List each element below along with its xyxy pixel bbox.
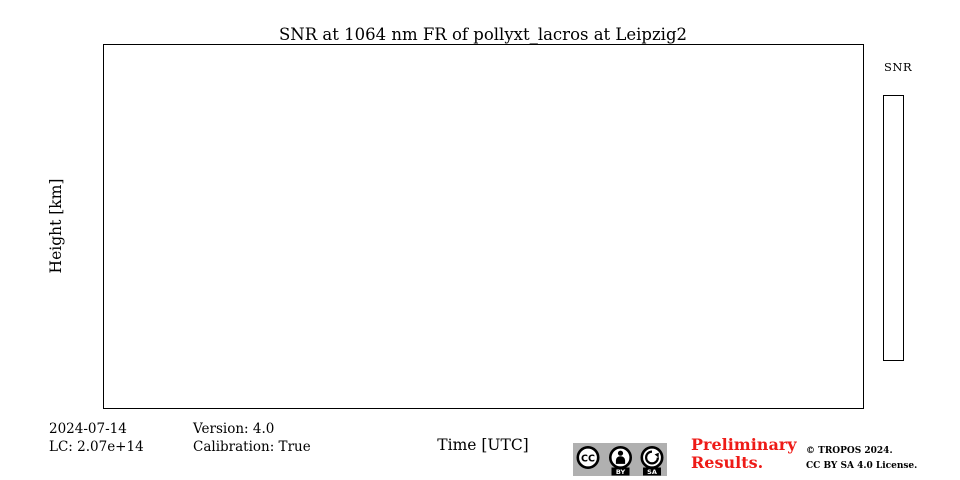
plot-area — [103, 44, 864, 409]
footer-version: Version: 4.0 — [193, 421, 275, 437]
by-text: BY — [616, 468, 626, 476]
preliminary-results-note: Preliminary Results. — [691, 436, 797, 472]
sa-arrow-icon — [645, 450, 659, 465]
copyright-line2: CC BY SA 4.0 License. — [806, 461, 918, 471]
cc-circle-icon — [576, 446, 600, 469]
footer-calibration: Calibration: True — [193, 439, 311, 455]
colorbar-title: SNR — [884, 60, 913, 74]
preliminary-line1: Preliminary — [691, 435, 797, 454]
footer-date: 2024-07-14 — [49, 421, 127, 437]
copyright-note: © TROPOS 2024. CC BY SA 4.0 License. — [806, 444, 917, 474]
by-label-box — [611, 467, 630, 476]
footer-lidar-constant: LC: 2.07e+14 — [49, 439, 144, 455]
sa-label-box — [643, 467, 661, 476]
person-body-icon — [615, 456, 626, 464]
colorbar — [883, 95, 904, 361]
colorbar-gradient — [884, 96, 902, 359]
x-axis-label: Time [UTC] — [437, 436, 529, 454]
y-axis-label: Height [km] — [47, 178, 65, 274]
copyright-line1: © TROPOS 2024. — [806, 446, 893, 456]
cc-text: CC — [581, 453, 595, 464]
plot-title: SNR at 1064 nm FR of pollyxt_lacros at L… — [278, 25, 688, 44]
creative-commons-badge: CC BY SA — [573, 443, 667, 476]
sa-text: SA — [647, 468, 657, 476]
sa-arrowhead-icon — [654, 452, 659, 458]
snr-heatmap-canvas — [104, 45, 862, 407]
sa-circle-icon — [640, 446, 664, 469]
preliminary-line2: Results. — [691, 453, 764, 472]
person-icon — [617, 450, 624, 456]
